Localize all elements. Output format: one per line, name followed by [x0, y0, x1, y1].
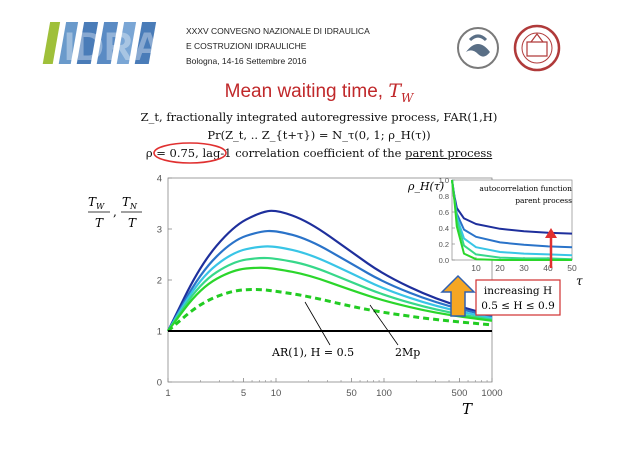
logo-text: IDRA16	[64, 25, 206, 69]
main-xtick-label: 500	[452, 388, 468, 399]
inset-ytick-label: 0.2	[439, 240, 449, 249]
main-series-h-0-5-ar-1-	[167, 266, 493, 332]
twomp-callout-line	[369, 304, 399, 346]
rho-value: ρ = 0.75	[145, 146, 196, 160]
twomp-label: 2Mp	[395, 346, 420, 359]
main-series-h-0-8	[167, 229, 493, 332]
description-line2: Pr(Z_t, .. Z_{t+τ}) = N_τ(0, 1; ρ_H(τ))	[207, 128, 431, 142]
svg-text:,: ,	[113, 205, 117, 219]
inset-series-h-0-5	[451, 179, 572, 261]
svg-text:TW: TW	[88, 195, 105, 211]
idra16-logo: IDRA16	[42, 22, 206, 69]
inset-xtick-label: 40	[543, 263, 553, 273]
parent-process-link: parent process	[405, 146, 493, 160]
h-range-text: 0.5 ≤ H ≤ 0.9	[481, 300, 555, 312]
main-ytick-label: 1	[157, 327, 162, 338]
main-series-h-0-7	[167, 245, 493, 332]
university-seal	[513, 24, 561, 72]
inset-xlabel: τ	[576, 274, 583, 288]
main-xtick-label: 5	[241, 388, 246, 399]
slide-title: Mean waiting time, TW	[0, 80, 638, 105]
ar1-callout-line	[304, 301, 331, 346]
inset-xtick-label: 50	[567, 263, 577, 273]
inset-ytick-label: 1.0	[439, 176, 449, 185]
ar1-label: AR(1), H = 0.5	[271, 346, 354, 359]
increasing-h-arrow	[440, 274, 476, 317]
inset-ytick-label: 0.4	[439, 224, 449, 233]
conference-date: Bologna, 14-16 Settembre 2016	[186, 56, 307, 66]
inset-ytick-label: 0.0	[439, 256, 449, 265]
inset-increasing-arrow	[545, 228, 557, 268]
main-ytick-label: 3	[157, 225, 162, 236]
main-series-h-0-6	[167, 256, 493, 332]
main-ytick-label: 4	[157, 174, 162, 185]
description-line1: Z_t, fractionally integrated autoregress…	[140, 110, 498, 124]
inset-title-line1: autocorrelation function	[479, 184, 572, 193]
main-ytick-label: 0	[157, 378, 162, 389]
svg-text:T: T	[95, 216, 104, 230]
svg-text:T: T	[128, 216, 137, 230]
main-ylabel: TW T , TN T	[88, 195, 142, 230]
inset-xtick-label: 10	[471, 263, 481, 273]
main-ytick-label: 2	[157, 276, 162, 287]
conference-title-line2: E COSTRUZIONI IDRAULICHE	[186, 41, 307, 51]
main-xtick-label: 50	[346, 388, 357, 399]
inset-title-line2: parent process	[515, 196, 572, 205]
slide-title-symbol: TW	[388, 80, 414, 105]
inset-xtick-label: 20	[495, 263, 505, 273]
main-series-2mp	[167, 288, 493, 333]
main-xtick-label: 100	[376, 388, 392, 399]
inset-ytick-label: 0.8	[439, 192, 449, 201]
main-series-h-0-9	[167, 209, 493, 332]
inset-xtick-label: 30	[519, 263, 529, 273]
rho-description: , lag-1 correlation coefficient of the	[195, 146, 406, 160]
description-line3: ρ = 0.75, lag-1 correlation coefficient …	[0, 146, 638, 160]
society-logo	[457, 27, 499, 69]
main-xtick-label: 10	[271, 388, 282, 399]
main-xtick-label: 1	[165, 388, 170, 399]
main-xlabel: T	[462, 400, 473, 418]
increasing-h-box: increasing H 0.5 ≤ H ≤ 0.9	[475, 279, 561, 316]
rho-highlight-ellipse	[153, 142, 227, 164]
increasing-h-text: increasing H	[484, 285, 552, 297]
main-xtick-label: 1000	[481, 388, 502, 399]
inset-ytick-label: 0.6	[439, 208, 449, 217]
svg-text:TN: TN	[122, 195, 138, 211]
conference-title-line1: XXXV CONVEGNO NAZIONALE DI IDRAULICA	[186, 26, 370, 36]
slide-title-text: Mean waiting time,	[224, 81, 389, 102]
inset-ylabel: ρ_H(τ)	[407, 180, 444, 193]
